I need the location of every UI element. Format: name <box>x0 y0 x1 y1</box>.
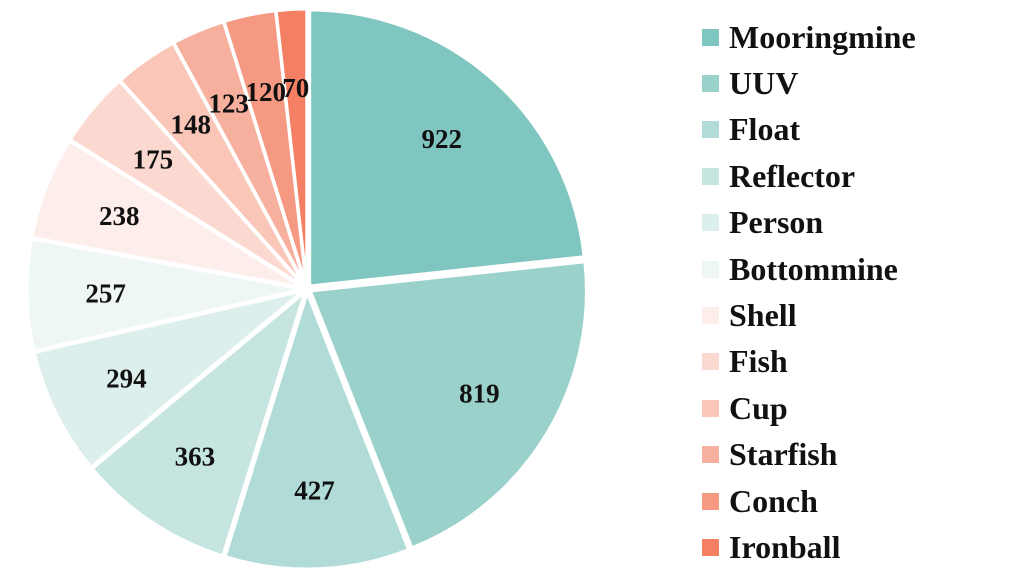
legend-item-float: Float <box>702 107 916 153</box>
legend-swatch <box>702 353 719 371</box>
legend-item-uuv: UUV <box>702 60 916 106</box>
data-label-mooringmine: 922 <box>421 124 462 154</box>
legend-label: Starfish <box>729 436 838 473</box>
legend-label: Reflector <box>729 157 856 194</box>
data-label-uuv: 819 <box>459 378 500 408</box>
legend-label: UUV <box>729 65 799 102</box>
data-label-person: 294 <box>106 363 147 393</box>
legend-swatch <box>702 538 719 556</box>
data-label-reflector: 363 <box>175 441 216 471</box>
legend-label: Shell <box>729 297 797 334</box>
data-label-shell: 238 <box>99 201 140 231</box>
pie-slice-ironball <box>274 7 309 286</box>
data-label-starfish: 123 <box>208 88 249 118</box>
legend-item-reflector: Reflector <box>702 153 916 199</box>
legend-item-cup: Cup <box>702 385 916 431</box>
legend-swatch <box>702 28 719 46</box>
legend-item-starfish: Starfish <box>702 432 916 478</box>
legend-swatch <box>702 214 719 232</box>
legend-swatch <box>702 492 719 510</box>
legend-item-conch: Conch <box>702 478 916 524</box>
legend-swatch <box>702 307 719 325</box>
pie-slice-mooringmine <box>308 8 586 288</box>
legend-label: Ironball <box>729 528 841 565</box>
legend-swatch <box>702 446 719 464</box>
legend-label: Person <box>729 204 824 241</box>
legend-swatch <box>702 260 719 278</box>
legend-label: Fish <box>729 343 788 380</box>
legend-label: Conch <box>729 482 818 519</box>
legend-swatch <box>702 75 719 93</box>
legend-item-mooringmine: Mooringmine <box>702 14 916 60</box>
pie-slice-float <box>223 288 411 571</box>
data-label-cup: 148 <box>171 109 212 139</box>
legend-item-ironball: Ironball <box>702 524 916 570</box>
pie-slice-reflector <box>90 287 308 558</box>
data-label-conch: 120 <box>245 77 286 107</box>
legend: Mooringmine UUV Float Reflector Person Bottom… <box>702 14 916 571</box>
pie-slice-person <box>32 289 305 470</box>
pie-slice-uuv <box>308 260 588 550</box>
legend-item-person: Person <box>702 200 916 246</box>
legend-item-bottommine: Bottommine <box>702 246 916 292</box>
legend-label: Float <box>729 111 801 148</box>
data-label-float: 427 <box>294 475 335 505</box>
pie-slice-bottommine <box>25 237 304 353</box>
data-label-bottommine: 257 <box>85 278 126 308</box>
legend-label: Bottommine <box>729 250 898 287</box>
legend-swatch <box>702 121 719 139</box>
legend-item-shell: Shell <box>702 292 916 338</box>
legend-item-fish: Fish <box>702 339 916 385</box>
legend-label: Mooringmine <box>729 18 916 55</box>
legend-swatch <box>702 399 719 417</box>
legend-swatch <box>702 167 719 185</box>
data-label-ironball: 70 <box>282 73 309 103</box>
data-label-fish: 175 <box>133 144 174 174</box>
legend-label: Cup <box>729 389 788 426</box>
